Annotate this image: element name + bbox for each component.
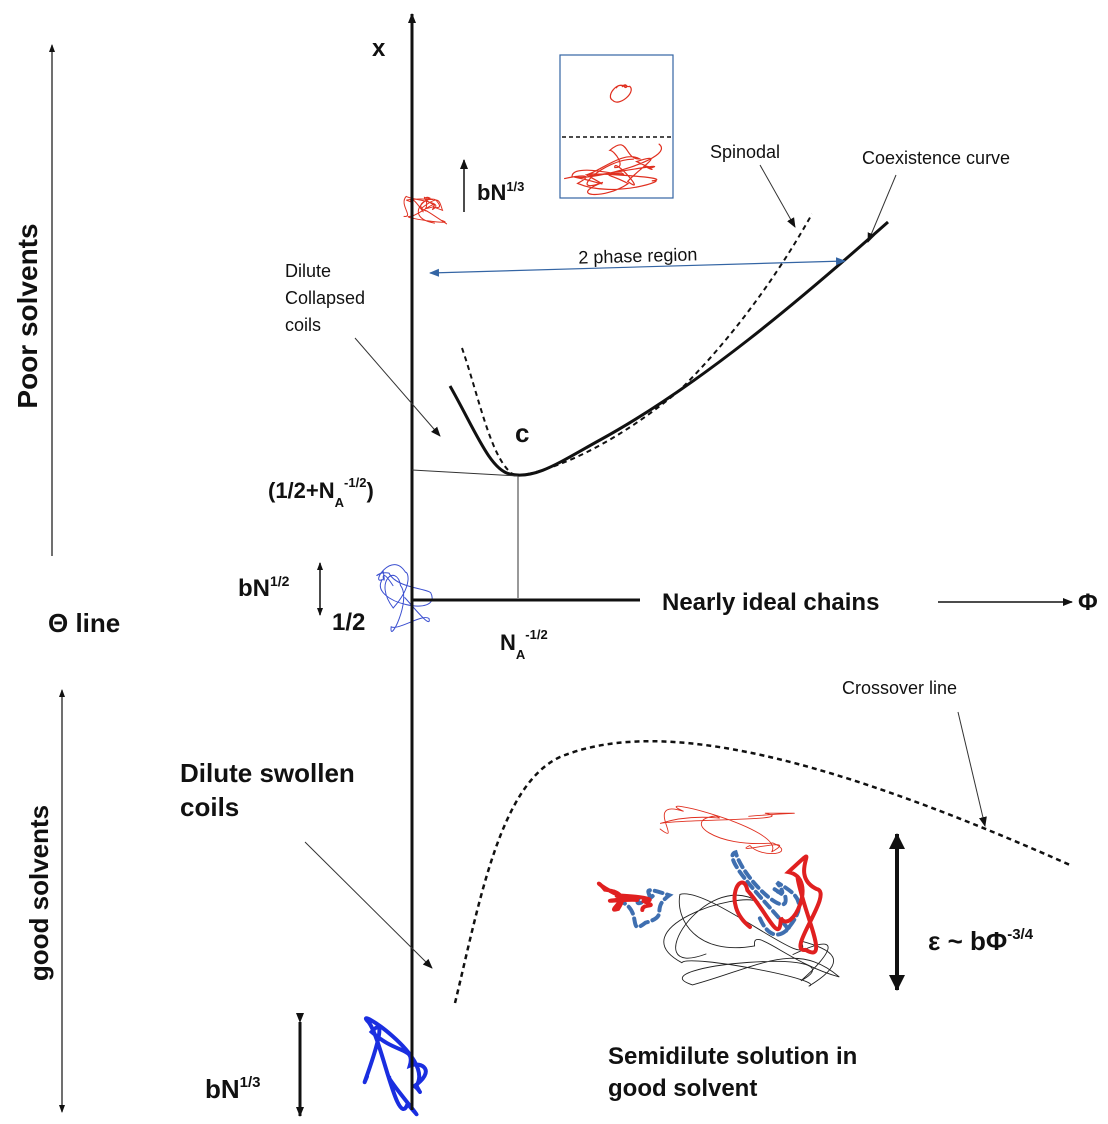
- coexistence-label: Coexistence curve: [862, 148, 1010, 168]
- crossover-label: Crossover line: [842, 678, 957, 698]
- critical-phi: NA-1/2: [500, 627, 548, 662]
- pointer: [355, 338, 440, 436]
- coil: [610, 85, 631, 102]
- coil: [404, 196, 447, 223]
- region-label: good solvents: [24, 805, 54, 981]
- two-phase-label: 2 phase region: [578, 244, 698, 267]
- coil: [565, 144, 662, 194]
- region-label: Θ line: [48, 608, 120, 638]
- pointer: [868, 175, 896, 242]
- coil: [660, 806, 794, 853]
- coil: [377, 565, 432, 632]
- coil: [599, 884, 651, 910]
- nearly-ideal-label: Nearly ideal chains: [662, 589, 879, 616]
- theta-value: 1/2: [332, 609, 365, 636]
- size-label: bN1/2: [238, 573, 290, 602]
- coil: [365, 1018, 426, 1114]
- critical-point: c: [515, 418, 529, 448]
- critical-x: (1/2+NA-1/2): [268, 475, 374, 510]
- y-axis-label: x: [372, 35, 386, 62]
- diagram: x Φ Poor solvents good solvents Θ line b…: [0, 0, 1108, 1124]
- spinodal-label: Spinodal: [710, 142, 780, 162]
- region-label: Poor solvents: [12, 223, 43, 408]
- mesh-label: ε ~ bΦ-3/4: [928, 926, 1034, 956]
- coil: [664, 894, 839, 986]
- pointer: [760, 165, 795, 227]
- crossover-line: [455, 741, 1070, 1003]
- size-label: bN1/3: [477, 179, 524, 205]
- x-axis-label: Φ: [1078, 589, 1098, 616]
- size-label: bN1/3: [205, 1074, 261, 1104]
- pointer: [958, 712, 985, 826]
